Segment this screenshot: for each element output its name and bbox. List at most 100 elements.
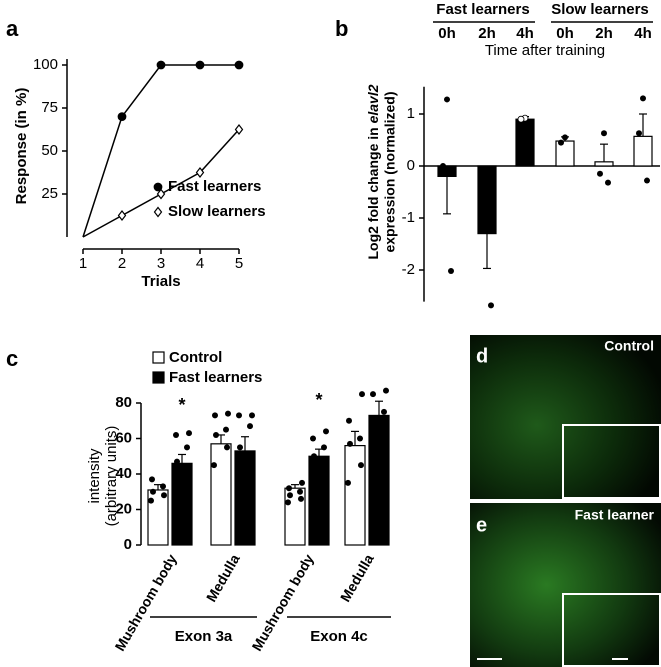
x-tick-label: 4h	[634, 25, 652, 42]
bar	[555, 140, 575, 167]
panel-letter: a	[6, 16, 19, 41]
data-point	[448, 268, 454, 275]
data-point	[347, 440, 353, 447]
x-tick-label: Medulla	[203, 551, 243, 604]
group-label: Slow learners	[551, 1, 649, 18]
data-point	[357, 435, 363, 442]
data-point	[299, 479, 305, 486]
data-point	[371, 417, 377, 424]
bar	[515, 118, 535, 167]
x-tick-label: 0h	[438, 25, 456, 42]
bar	[171, 462, 193, 546]
data-point	[224, 444, 230, 451]
marker	[117, 210, 127, 221]
data-point	[440, 163, 446, 169]
marker	[156, 60, 166, 70]
data-point	[225, 410, 231, 417]
data-point	[223, 426, 229, 433]
group-label: Fast learners	[436, 1, 529, 18]
data-point	[150, 488, 156, 495]
panel-letter: c	[6, 346, 18, 371]
data-point	[517, 115, 525, 123]
y-tick-label: 50	[41, 142, 58, 159]
data-point	[286, 485, 292, 492]
data-point	[369, 453, 375, 460]
y-tick-label: 20	[115, 500, 132, 517]
marker	[195, 60, 205, 70]
data-point	[558, 139, 564, 146]
y-axis-label: intensity	[86, 448, 103, 504]
error-bar	[241, 436, 249, 451]
data-point	[383, 387, 389, 394]
bar	[477, 165, 497, 235]
y-tick-label: 0	[124, 536, 132, 553]
panel-letter: e	[476, 514, 487, 536]
bar	[308, 455, 330, 546]
data-point	[172, 479, 178, 486]
data-point	[480, 215, 486, 221]
inset-frame	[562, 424, 661, 499]
legend-label: Fast learners	[169, 369, 262, 386]
data-point	[597, 170, 603, 177]
data-point	[149, 476, 155, 483]
error-bar	[443, 176, 451, 215]
data-point	[309, 471, 315, 477]
data-point	[185, 467, 191, 474]
data-point	[346, 417, 352, 424]
legend-marker	[153, 182, 163, 192]
bar	[633, 135, 653, 167]
data-point	[184, 444, 190, 451]
error-bar	[351, 430, 359, 446]
x-tick-label: 5	[235, 255, 243, 272]
data-point	[322, 462, 328, 469]
x-tick-label: 2	[118, 255, 126, 272]
data-point	[211, 462, 217, 469]
marker	[234, 60, 244, 70]
y-tick-label: 100	[33, 56, 58, 73]
error-bar	[291, 484, 299, 489]
legend-label: Slow learners	[168, 203, 266, 220]
data-point	[370, 391, 376, 398]
image-caption: Control	[604, 338, 654, 354]
data-point	[640, 95, 646, 102]
marker	[117, 112, 127, 121]
data-point	[562, 134, 568, 141]
marker	[234, 124, 244, 135]
panel-letter: d	[476, 345, 488, 367]
y-axis-label-part: elavl2	[365, 84, 381, 123]
data-point	[160, 483, 166, 490]
data-point	[236, 412, 242, 419]
data-point	[298, 495, 304, 502]
data-point	[186, 430, 192, 437]
data-point	[644, 177, 650, 184]
y-axis-label: Response (in %)	[13, 88, 30, 205]
y-tick-label: 80	[115, 394, 132, 411]
data-point	[213, 431, 219, 438]
data-point	[605, 179, 611, 186]
y-tick-label: 0	[407, 157, 415, 174]
legend-swatch	[152, 351, 165, 364]
x-tick-label: 4h	[516, 25, 534, 42]
data-point	[212, 412, 218, 419]
y-tick-label: 60	[115, 429, 132, 446]
data-point	[321, 444, 327, 451]
data-point	[488, 302, 494, 309]
data-point	[345, 479, 351, 486]
panel-letter: b	[335, 16, 348, 41]
significance-mark: *	[178, 395, 185, 415]
data-point	[381, 408, 387, 415]
legend-label: Fast learners	[168, 178, 261, 195]
y-axis-label: Log2 fold change in elavl2	[365, 84, 381, 259]
data-point	[444, 96, 450, 103]
x-tick-label: 2h	[595, 25, 613, 42]
error-bar	[178, 453, 186, 464]
data-point	[249, 412, 255, 419]
data-point	[359, 391, 365, 398]
y-axis-label: expression (normalized)	[382, 91, 398, 252]
data-point	[358, 462, 364, 469]
x-tick-label: Mushroom body	[112, 551, 180, 653]
x-tick-label: Medulla	[337, 551, 377, 604]
data-point	[297, 488, 303, 495]
data-point	[285, 499, 291, 506]
